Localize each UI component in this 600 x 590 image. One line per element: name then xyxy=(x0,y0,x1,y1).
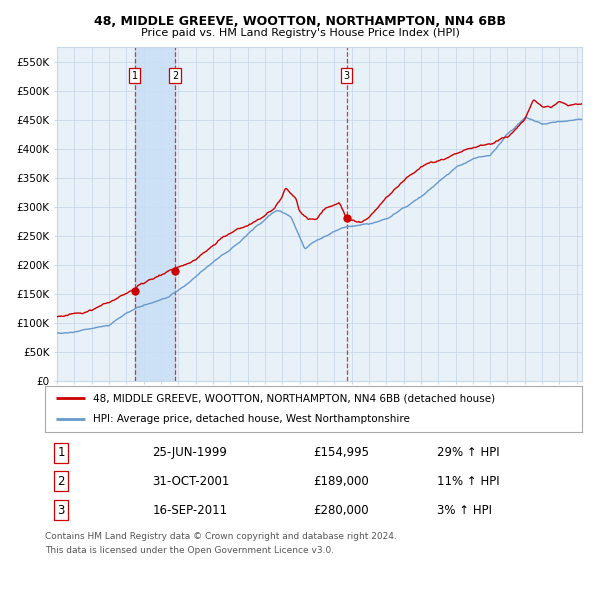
Text: 3% ↑ HPI: 3% ↑ HPI xyxy=(437,504,492,517)
Text: 25-JUN-1999: 25-JUN-1999 xyxy=(152,446,227,459)
Text: 11% ↑ HPI: 11% ↑ HPI xyxy=(437,475,500,488)
Text: Contains HM Land Registry data © Crown copyright and database right 2024.: Contains HM Land Registry data © Crown c… xyxy=(45,532,397,541)
Text: 48, MIDDLE GREEVE, WOOTTON, NORTHAMPTON, NN4 6BB: 48, MIDDLE GREEVE, WOOTTON, NORTHAMPTON,… xyxy=(94,15,506,28)
Text: This data is licensed under the Open Government Licence v3.0.: This data is licensed under the Open Gov… xyxy=(45,546,334,555)
Text: 1: 1 xyxy=(131,71,137,80)
Text: 16-SEP-2011: 16-SEP-2011 xyxy=(152,504,227,517)
Text: 31-OCT-2001: 31-OCT-2001 xyxy=(152,475,230,488)
Text: HPI: Average price, detached house, West Northamptonshire: HPI: Average price, detached house, West… xyxy=(94,414,410,424)
Text: 48, MIDDLE GREEVE, WOOTTON, NORTHAMPTON, NN4 6BB (detached house): 48, MIDDLE GREEVE, WOOTTON, NORTHAMPTON,… xyxy=(94,394,496,404)
Bar xyxy=(134,47,175,381)
Text: 29% ↑ HPI: 29% ↑ HPI xyxy=(437,446,500,459)
Text: 2: 2 xyxy=(172,71,178,80)
Text: £280,000: £280,000 xyxy=(314,504,369,517)
Text: 3: 3 xyxy=(58,504,65,517)
Text: Price paid vs. HM Land Registry's House Price Index (HPI): Price paid vs. HM Land Registry's House … xyxy=(140,28,460,38)
Text: 3: 3 xyxy=(343,71,350,80)
Text: £154,995: £154,995 xyxy=(314,446,370,459)
Text: 2: 2 xyxy=(58,475,65,488)
Text: £189,000: £189,000 xyxy=(314,475,369,488)
Text: 1: 1 xyxy=(58,446,65,459)
